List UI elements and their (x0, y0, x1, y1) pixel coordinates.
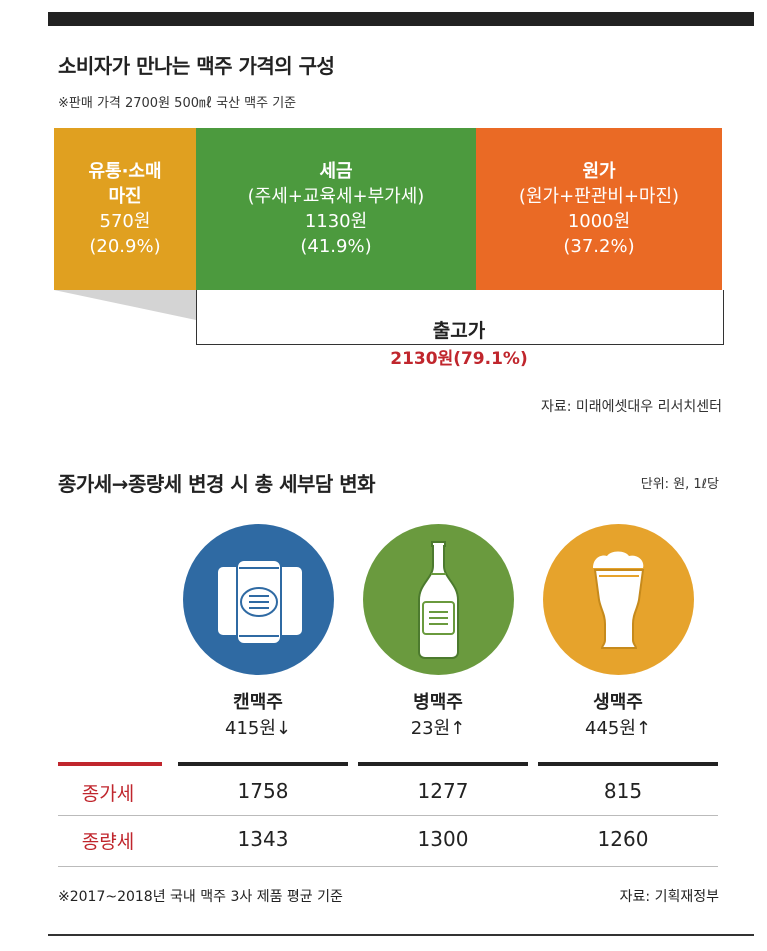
bottle-beer-icon (363, 524, 514, 675)
product-name: 캔맥주 (233, 692, 283, 713)
unit-label: 단위: 원, 1ℓ당 (640, 477, 719, 492)
can-beer-icon (183, 524, 334, 675)
segment-name-2: 마진 (108, 186, 142, 207)
top-bar (48, 12, 754, 26)
source-label: 자료: 미래에셋대우 리서치센터 (540, 399, 722, 415)
segment-value: 1000원 (567, 211, 631, 232)
segment-name: 유통·소매 (88, 161, 162, 182)
shipping-price-value: 2130원(79.1%) (196, 344, 722, 369)
draft-beer-icon (543, 524, 694, 675)
segment-distribution-margin: 유통·소매 마진 570원 (20.9%) (54, 128, 196, 290)
segment-percent: (37.2%) (563, 236, 635, 257)
chart-title-price-composition: 소비자가 만나는 맥주 가격의 구성 (58, 54, 335, 78)
bottom-bar (48, 934, 754, 936)
chart-subtitle: ※판매 가격 2700원 500㎖ 국산 맥주 기준 (58, 96, 297, 111)
source-label: 자료: 기획재정부 (619, 889, 719, 905)
segment-name: 세금 (319, 161, 353, 182)
table-cell: 1343 (237, 827, 289, 851)
column-header-bar (538, 762, 718, 766)
product-can: 캔맥주 415원↓ (178, 690, 338, 742)
shipping-price-label: 출고가 (432, 320, 486, 342)
row-label-header-bar (58, 762, 162, 766)
segment-tax: 세금 (주세+교육세+부가세) 1130원 (41.9%) (196, 128, 476, 290)
segment-name-2: (주세+교육세+부가세) (247, 186, 425, 207)
shipping-price-value-text: 2130원(79.1%) (382, 349, 536, 369)
segment-name: 원가 (582, 161, 616, 182)
footnote: ※2017~2018년 국내 맥주 3사 제품 평균 기준 (58, 889, 343, 905)
column-header-bar (358, 762, 528, 766)
product-draft: 생맥주 445원↑ (538, 690, 698, 742)
table-cell: 1277 (417, 779, 469, 803)
row-label-specific-tax: 종량세 (81, 831, 135, 853)
segment-percent: (20.9%) (89, 236, 161, 257)
product-bottle: 병맥주 23원↑ (358, 690, 518, 742)
segment-percent: (41.9%) (300, 236, 372, 257)
row-divider (58, 815, 718, 816)
segment-name-2: (원가+판관비+마진) (518, 186, 680, 207)
shipping-price-bracket (196, 290, 724, 345)
table-cell: 1758 (237, 779, 289, 803)
tax-change: 445원↑ (585, 718, 651, 739)
segment-value: 1130원 (304, 211, 368, 232)
chart-title-tax-change: 종가세→종량세 변경 시 총 세부담 변화 (58, 472, 376, 496)
product-name: 병맥주 (413, 692, 463, 713)
segment-value: 570원 (99, 211, 151, 232)
product-name: 생맥주 (593, 692, 643, 713)
segment-shadow (54, 290, 196, 320)
table-cell: 1260 (597, 827, 649, 851)
table-cell: 1300 (417, 827, 469, 851)
segment-cost: 원가 (원가+판관비+마진) 1000원 (37.2%) (476, 128, 722, 290)
row-label-ad-valorem: 종가세 (81, 783, 135, 805)
tax-change: 23원↑ (410, 718, 466, 739)
tax-change: 415원↓ (225, 718, 291, 739)
table-cell: 815 (603, 779, 643, 803)
column-header-bar (178, 762, 348, 766)
row-divider (58, 866, 718, 867)
